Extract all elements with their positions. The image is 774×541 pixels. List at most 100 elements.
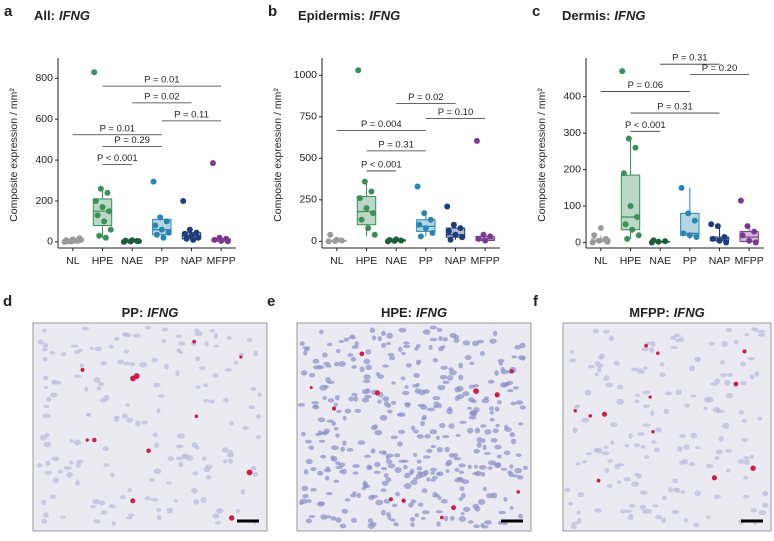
nucleus: [743, 456, 750, 460]
data-point: [680, 230, 687, 237]
nucleus: [51, 456, 60, 462]
nucleus: [121, 332, 130, 337]
nucleus: [308, 445, 315, 450]
nucleus: [410, 517, 416, 522]
nucleus: [37, 339, 44, 345]
nucleus: [569, 350, 575, 354]
nucleus: [448, 423, 455, 429]
nucleus: [577, 517, 582, 524]
nucleus: [478, 465, 487, 470]
nucleus: [462, 391, 470, 397]
nucleus: [398, 327, 407, 333]
nucleus: [403, 483, 412, 490]
nucleus: [714, 455, 720, 461]
nucleus: [515, 453, 522, 457]
nucleus: [636, 368, 643, 375]
data-point: [152, 222, 159, 229]
nucleus: [568, 358, 577, 363]
nucleus: [167, 456, 175, 462]
nucleus: [439, 374, 448, 380]
nucleus: [250, 386, 257, 392]
nucleus: [361, 389, 370, 395]
nucleus: [335, 348, 341, 354]
nucleus: [495, 423, 500, 428]
nucleus: [437, 496, 442, 500]
nucleus: [191, 487, 198, 494]
stain: [516, 490, 521, 494]
nucleus: [624, 444, 630, 448]
nucleus: [305, 458, 313, 465]
nucleus: [715, 449, 723, 455]
title-gene: IFNG: [614, 8, 645, 23]
p-value: P = 0.10: [438, 107, 473, 118]
nucleus: [100, 510, 108, 515]
nucleus: [304, 347, 310, 352]
nucleus: [356, 492, 361, 498]
nucleus: [52, 379, 58, 385]
nucleus: [383, 401, 390, 407]
nucleus: [152, 432, 158, 438]
data-point: [625, 135, 632, 142]
nucleus: [642, 390, 651, 395]
nucleus: [592, 328, 600, 334]
p-value: P = 0.004: [361, 119, 402, 130]
nucleus: [235, 508, 241, 514]
nucleus: [82, 326, 89, 331]
nucleus: [644, 455, 650, 459]
nucleus: [725, 392, 733, 399]
data-point: [104, 189, 111, 196]
data-point: [94, 212, 101, 219]
nucleus: [564, 487, 571, 493]
nucleus: [36, 463, 43, 468]
nucleus: [96, 386, 102, 391]
stain: [733, 381, 739, 387]
nucleus: [490, 437, 498, 443]
x-tick-label: PP: [683, 255, 697, 267]
nucleus: [378, 450, 387, 455]
nucleus: [153, 468, 162, 474]
nucleus: [320, 454, 327, 459]
stain: [648, 395, 652, 399]
nucleus: [362, 482, 369, 488]
data-point: [597, 224, 604, 231]
nucleus: [594, 361, 601, 365]
nucleus: [383, 498, 391, 504]
nucleus: [335, 433, 340, 438]
nucleus: [386, 453, 394, 458]
panel-letter: d: [3, 293, 12, 310]
nucleus: [357, 440, 366, 445]
nucleus: [348, 396, 355, 402]
nucleus: [429, 337, 438, 342]
nucleus: [350, 334, 356, 338]
nucleus: [672, 487, 678, 492]
nucleus: [511, 355, 518, 359]
nucleus: [424, 434, 431, 439]
nucleus: [637, 432, 645, 436]
nucleus: [741, 418, 748, 424]
stain: [711, 475, 717, 481]
panel-letter: f: [533, 293, 539, 310]
nucleus: [655, 427, 662, 433]
nucleus: [89, 346, 94, 351]
nucleus: [659, 372, 666, 377]
nucleus: [191, 442, 198, 449]
nucleus: [693, 522, 700, 528]
nucleus: [608, 335, 615, 342]
nucleus: [192, 471, 199, 476]
nucleus: [670, 345, 678, 350]
p-value: P = 0.02: [408, 92, 443, 103]
p-value: P = 0.29: [114, 135, 149, 146]
panel-title: Dermis: IFNG: [562, 8, 645, 23]
nucleus: [467, 406, 472, 410]
nucleus: [416, 361, 421, 366]
nucleus: [597, 367, 602, 373]
nucleus: [43, 512, 49, 518]
nucleus: [310, 467, 317, 472]
nucleus: [449, 333, 457, 339]
nucleus: [436, 327, 443, 333]
nucleus: [381, 342, 387, 348]
nucleus: [404, 472, 411, 479]
nucleus: [492, 428, 499, 434]
y-axis-label: Composite expression / mm²: [536, 88, 548, 222]
nucleus: [517, 475, 524, 480]
